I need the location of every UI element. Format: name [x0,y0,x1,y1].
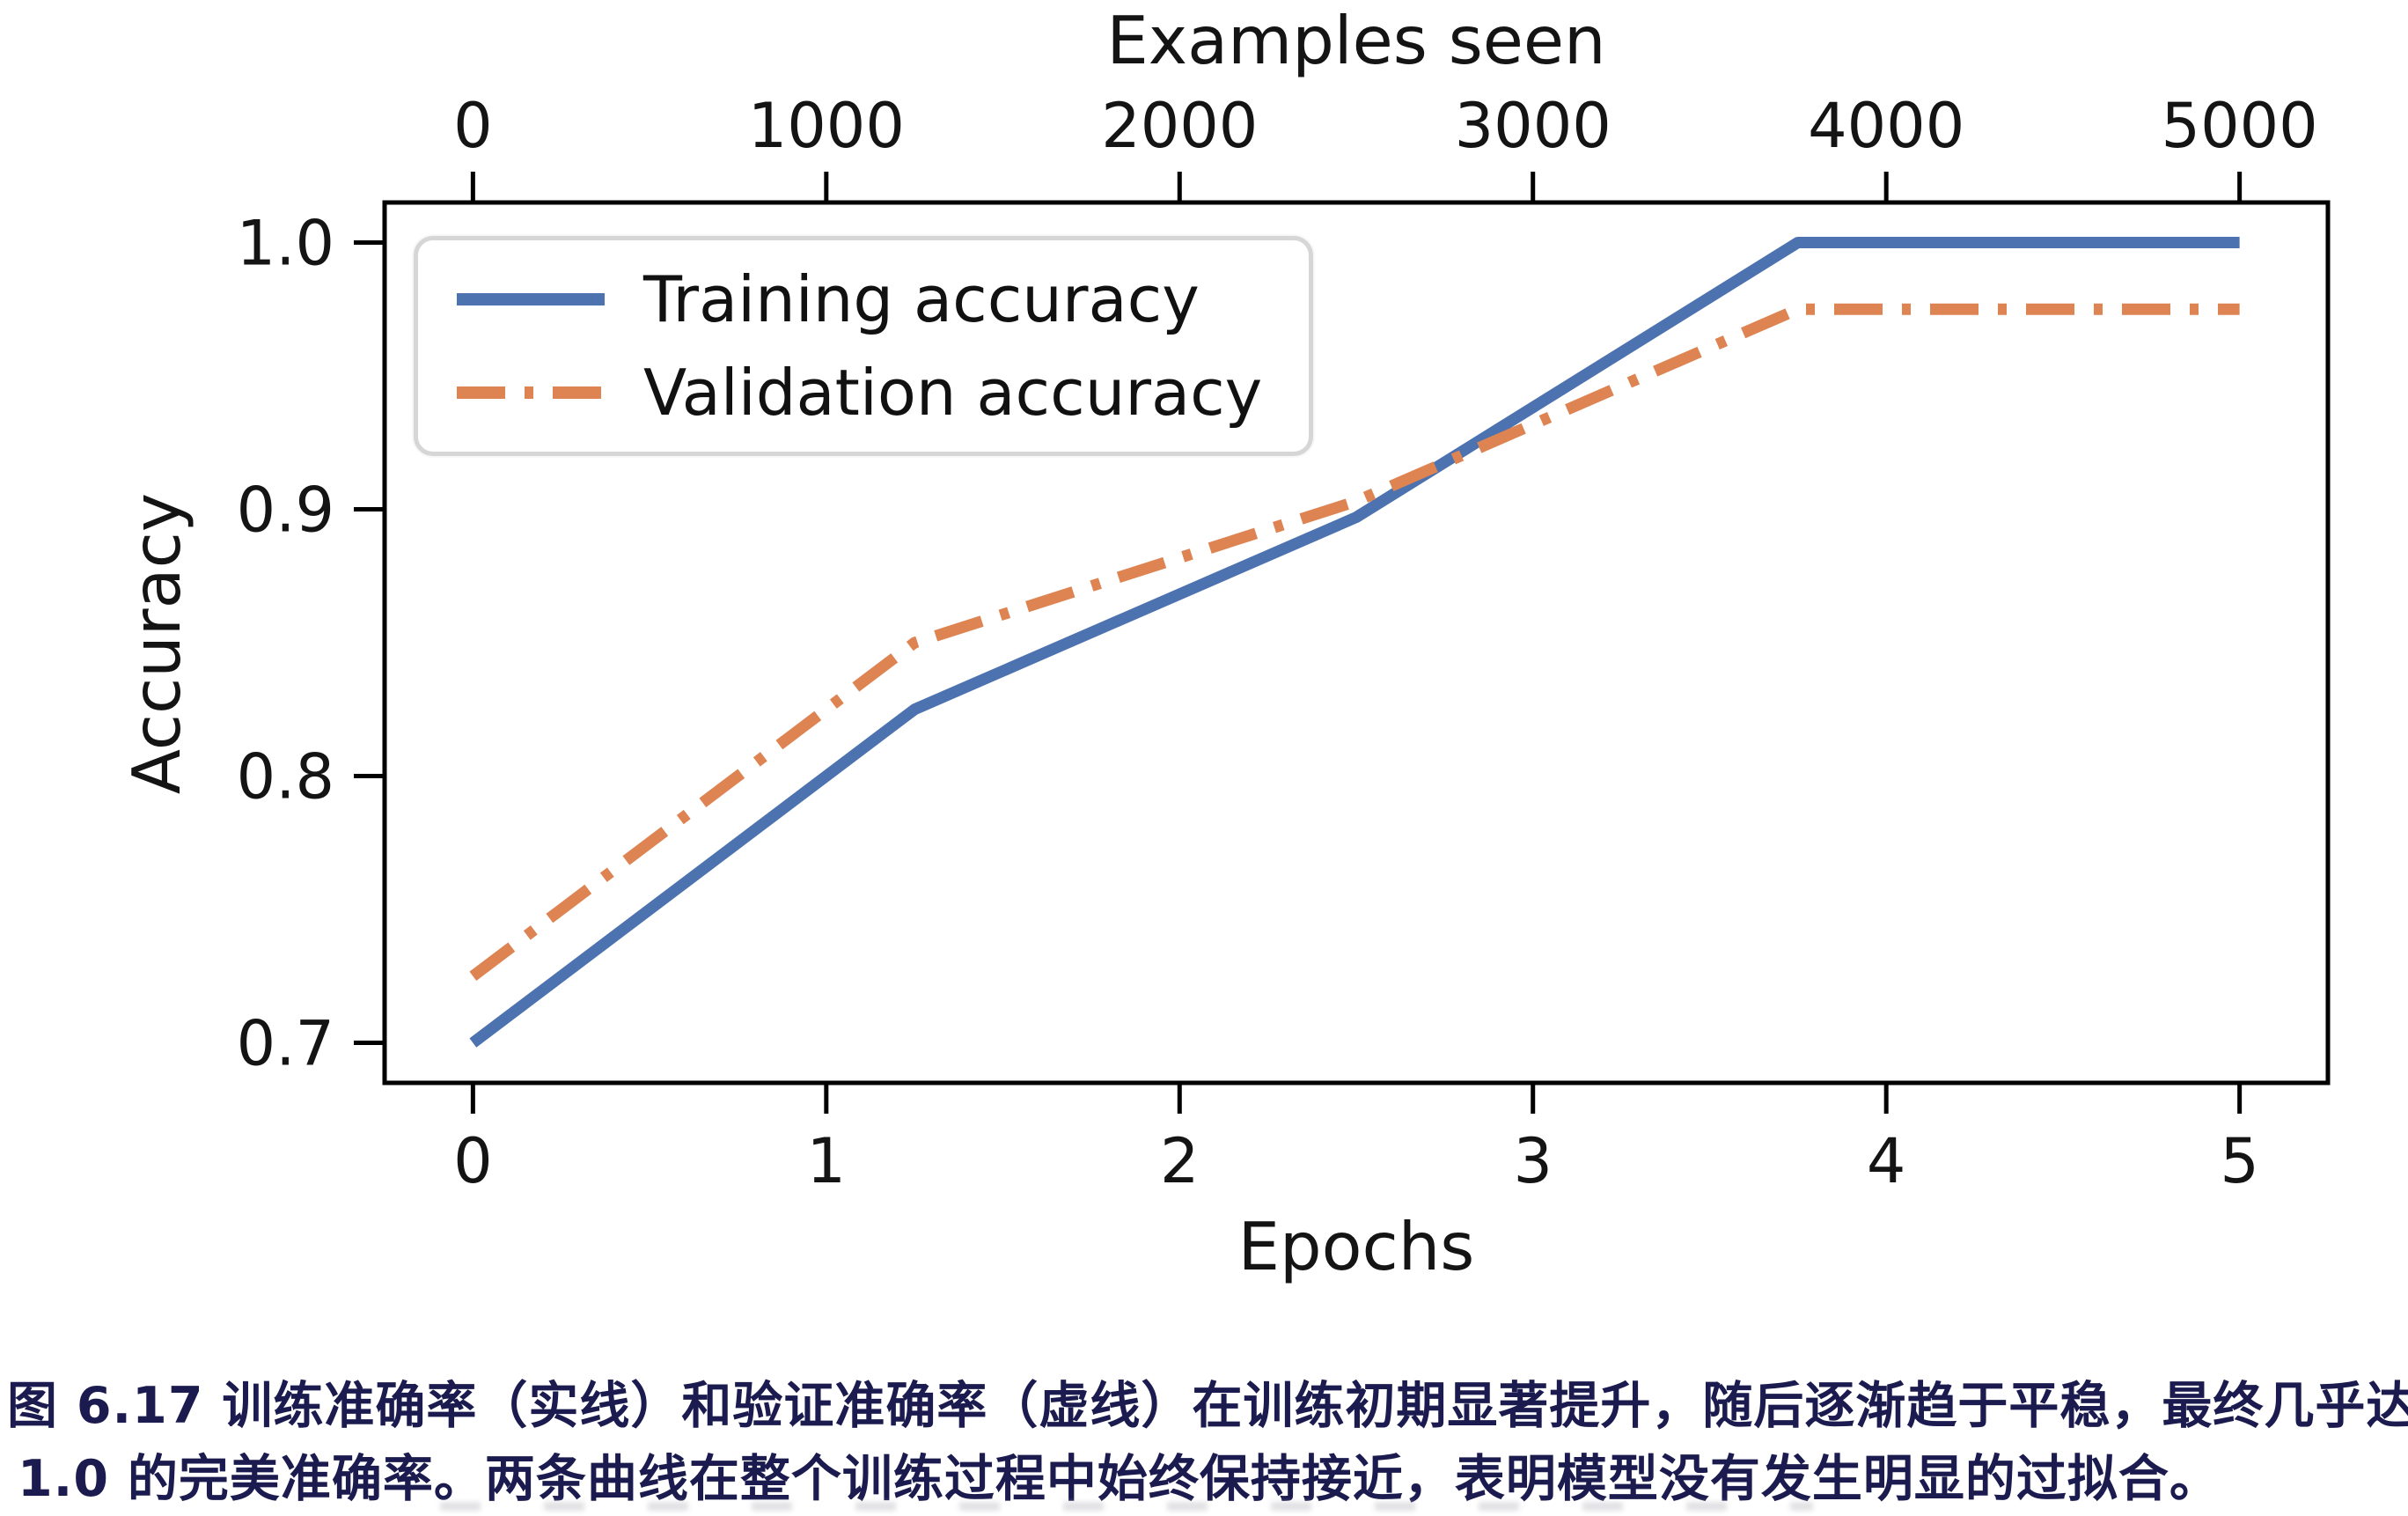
y-tick-label: 1.0 [237,207,334,279]
y-tick-label: 0.8 [237,741,334,813]
y-tick-label: 0.7 [237,1008,334,1080]
plot-border [382,200,2331,1085]
top-x-tick-label: 0 [453,90,493,162]
legend-entry-validation: Validation accuracy [418,356,1309,430]
caption-line-2: 1.0 的完美准确率。两条曲线在整个训练过程中始终保持接近，表明模型没有发生明显… [18,1450,2221,1508]
y-tick-label: 0.9 [237,474,334,546]
x-tick-label: 0 [453,1125,493,1197]
x-tick-label: 4 [1867,1125,1906,1197]
top-x-tick-label: 3000 [1455,90,1611,162]
x-axis-title: Epochs [1237,1208,1475,1285]
series-line-validation-accuracy [469,303,2240,981]
accuracy-line-chart: 0 0 1 1000 2 2000 3 3000 4 4000 5 5000 1.0 0.9 0.8 0.7 [237,90,2331,1197]
validation-line-swatch-icon [457,386,605,399]
y-axis-title: Accuracy [118,492,195,795]
x-tick-label: 1 [807,1125,847,1197]
x-tick-label: 3 [1513,1125,1553,1197]
x-tick-label: 5 [2220,1125,2259,1197]
cropped-text-artifact [440,1502,1813,1511]
x-tick-label: 2 [1160,1125,1200,1197]
legend-entry-training: Training accuracy [418,262,1309,336]
top-x-tick-label: 2000 [1101,90,1258,162]
legend-label-training: Training accuracy [643,262,1200,337]
top-x-tick-label: 4000 [1808,90,1964,162]
chart-legend: Training accuracy Validation accuracy [414,236,1313,456]
top-x-tick-label: 5000 [2162,90,2318,162]
training-line-swatch-icon [457,293,605,306]
top-x-tick-label: 1000 [748,90,905,162]
series-line-training-accuracy [469,236,2240,1048]
top-axis-title: Examples seen [1106,2,1606,79]
caption-line-1: 图 6.17 训练准确率（实线）和验证准确率（虚线）在训练初期显著提升，随后逐渐… [7,1377,2408,1435]
legend-label-validation: Validation accuracy [643,355,1263,430]
figure-caption: 图 6.17 训练准确率（实线）和验证准确率（虚线）在训练初期显著提升，随后逐渐… [0,1370,2408,1516]
